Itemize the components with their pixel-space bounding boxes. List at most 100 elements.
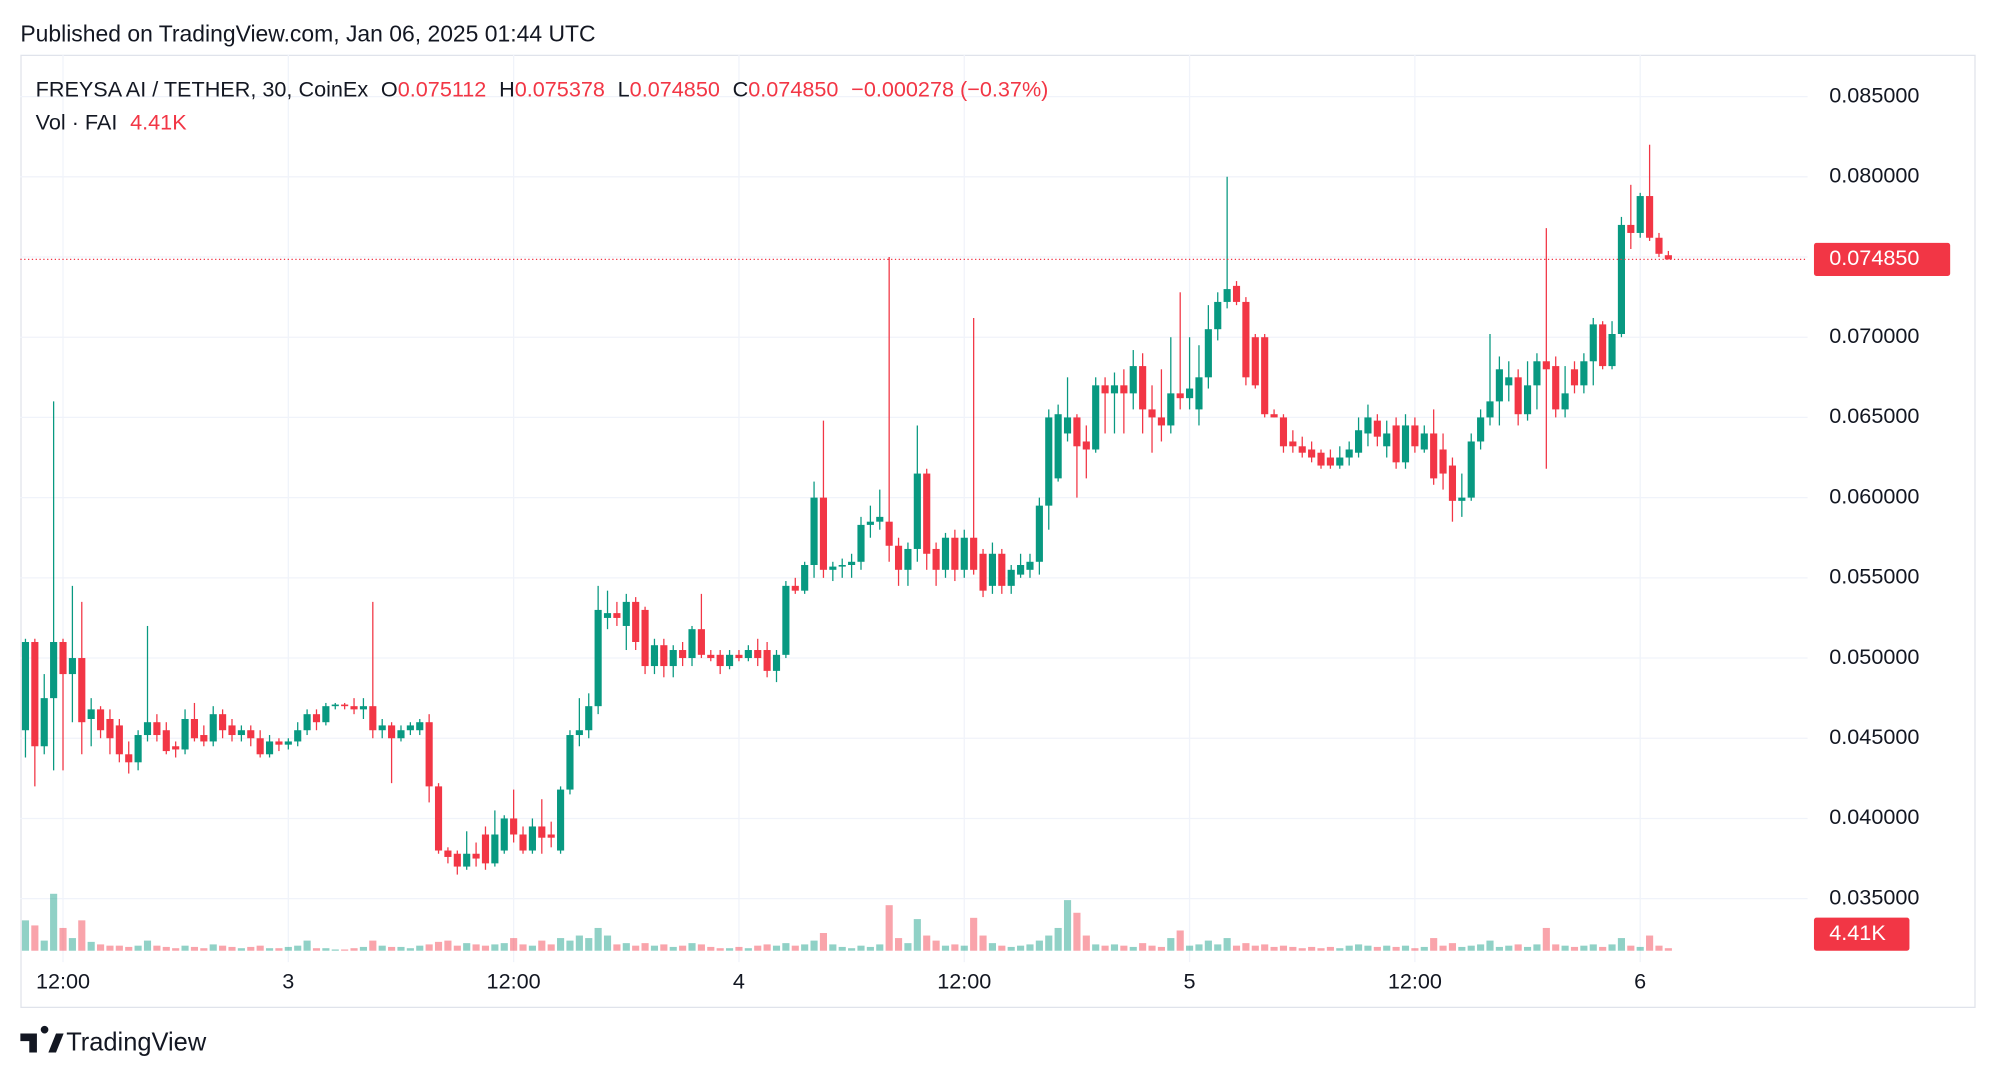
candle-body (228, 725, 236, 736)
candle-body (979, 553, 987, 591)
candle-body (885, 521, 893, 546)
candle-body (1120, 385, 1128, 394)
candle-body (1157, 417, 1165, 426)
candle-body (1261, 337, 1269, 415)
volume-bar (1467, 945, 1475, 951)
volume-bar (1336, 948, 1344, 951)
candle-body (1627, 224, 1635, 233)
volume-bar (1176, 930, 1184, 951)
candle-body (1026, 561, 1034, 570)
volume-bar (1430, 938, 1438, 951)
candle-body (397, 730, 405, 739)
volume-bar (1570, 946, 1579, 951)
candle-body (284, 741, 292, 745)
volume-bar (115, 945, 123, 951)
volume-bar (1514, 944, 1522, 951)
volume-bar (1279, 945, 1288, 951)
volume-bar (575, 935, 583, 951)
volume-bar (1345, 945, 1353, 951)
volume-bar (294, 945, 302, 951)
volume-bar (594, 927, 602, 951)
volume-bar (613, 944, 621, 951)
candle-body (1214, 301, 1222, 330)
volume-bar (1552, 944, 1560, 951)
candle-body (894, 545, 903, 570)
volume-bar (369, 940, 377, 951)
last-price-label: 0.074850 (1829, 245, 1919, 270)
volume-bar (388, 946, 396, 951)
plot (20, 144, 1808, 951)
last-price-badge (1813, 242, 1951, 276)
candle-body (237, 730, 245, 736)
volume-bar (1646, 935, 1654, 951)
volume-bar (481, 945, 490, 951)
x-tick-label: 3 (282, 968, 294, 993)
candle-body (603, 613, 612, 618)
volume-bar (31, 925, 39, 951)
candle-body (1139, 366, 1147, 410)
candle-body (1232, 285, 1241, 302)
candle-body (463, 853, 471, 867)
volume-bar (1232, 945, 1241, 951)
candle-body (406, 725, 414, 731)
grid (20, 54, 1808, 963)
volume-bar (1664, 948, 1672, 951)
volume-bar (1589, 944, 1597, 951)
volume-bar (960, 945, 968, 951)
volume-bar (1448, 943, 1457, 951)
candle-body (341, 704, 349, 707)
volume-bar (772, 945, 781, 951)
volume-bar (1655, 945, 1663, 951)
candle-body (1617, 224, 1625, 335)
volume-bar (1101, 945, 1109, 951)
y-tick-label: 0.065000 (1829, 403, 1919, 428)
candle-body (866, 521, 874, 525)
volume-value: 4.41K (130, 109, 187, 134)
candle-body (1345, 449, 1353, 458)
published-note: Published on TradingView.com, Jan 06, 20… (20, 21, 595, 47)
candle-body (331, 704, 339, 707)
candle-body (1063, 417, 1072, 434)
volume-bar (1251, 945, 1259, 951)
volume-bar (988, 943, 996, 951)
volume-bar (998, 945, 1006, 951)
candle-body (1326, 457, 1334, 466)
candle-body (904, 548, 912, 570)
volume-bar (538, 940, 546, 951)
volume-bar (585, 938, 593, 951)
candle-body (1561, 393, 1569, 410)
x-tick-label: 4 (733, 968, 745, 993)
candle-body (416, 722, 424, 731)
candle-body (322, 706, 330, 723)
candle-body (801, 565, 809, 591)
candle-body (1317, 452, 1325, 466)
volume-bar (1308, 946, 1316, 951)
volume-bar (679, 945, 687, 951)
volume-bar (1035, 940, 1043, 951)
volume-bar (519, 944, 527, 951)
volume-badge (1813, 917, 1910, 951)
candle-body (857, 524, 865, 562)
candle-body (1589, 324, 1597, 362)
candle-body (622, 601, 630, 626)
volume-bar (341, 949, 349, 951)
volume-bar (1411, 948, 1419, 951)
candle-body (1383, 433, 1391, 447)
volume-bar (284, 946, 292, 951)
volume-bar (1195, 944, 1203, 951)
candle-body (40, 698, 48, 747)
candle-body (951, 537, 959, 570)
candle-body (519, 834, 527, 851)
volume-bar (21, 920, 30, 951)
candle-body (1242, 301, 1250, 378)
candle-body (359, 706, 367, 710)
candle-body (1204, 329, 1212, 378)
candle-body (134, 735, 142, 763)
volume-label: Vol · FAI (36, 109, 118, 134)
volume-bar (510, 938, 518, 951)
volume-legend: Vol · FAI 4.41K (36, 109, 188, 134)
x-tick-label: 12:00 (36, 968, 90, 993)
candle-body (275, 741, 283, 745)
candle-body (1514, 377, 1522, 415)
candle-body (528, 826, 536, 851)
